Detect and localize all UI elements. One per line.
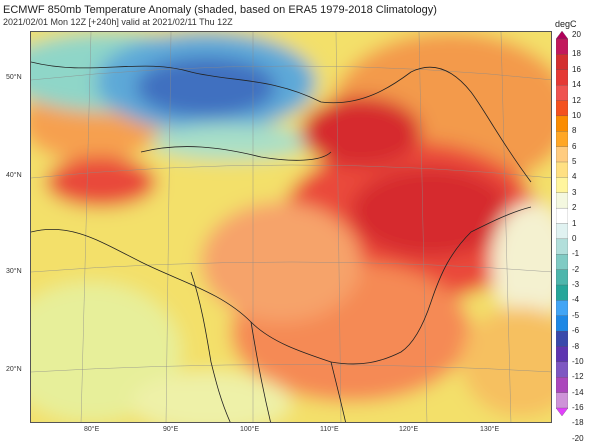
- colorbar-tick-label: -6: [572, 326, 580, 336]
- colorbar-tick-label: -3: [572, 280, 580, 289]
- lat-label-30n: 30°N: [6, 268, 22, 275]
- lon-label-110e: 110°E: [320, 426, 339, 433]
- lon-label-130e: 130°E: [480, 426, 500, 433]
- colorbar-segment: [556, 238, 568, 255]
- lon-label-100e: 100°E: [240, 426, 260, 433]
- colorbar-tick-label: -4: [572, 295, 580, 305]
- colorbar-segment: [556, 346, 568, 363]
- colorbar-segment: [556, 392, 568, 409]
- mongolia-cold-core: [136, 57, 276, 117]
- colorbar-segment: [556, 31, 568, 40]
- colorbar-tick-label: -14: [572, 387, 584, 397]
- lat-label-20n: 20°N: [6, 366, 22, 373]
- colorbar-segment: [556, 100, 568, 117]
- colorbar-tick-label: -12: [572, 372, 584, 382]
- inner-mongolia-hot-core: [301, 97, 421, 167]
- colorbar-segment: [556, 177, 568, 194]
- south-neutral-area: [131, 372, 291, 422]
- colorbar-segment: [556, 131, 568, 148]
- map-subtitle: 2021/02/01 Mon 12Z [+240h] valid at 2021…: [3, 17, 233, 27]
- colorbar-segment: [556, 407, 568, 416]
- colorbar-segment: [556, 84, 568, 102]
- colorbar-tick-label: 18: [572, 49, 581, 59]
- colorbar-segment: [556, 192, 568, 209]
- anomaly-map: [30, 31, 552, 423]
- colorbar-tick-label: 0: [572, 233, 577, 243]
- colorbar-tick-label: 14: [572, 80, 581, 90]
- colorbar-segment: [556, 207, 568, 225]
- lat-label-50n: 50°N: [6, 74, 22, 81]
- colorbar-segment: [556, 223, 568, 240]
- colorbar-segment: [556, 330, 568, 348]
- colorbar-tick-label: 8: [572, 126, 577, 136]
- colorbar-segment: [556, 254, 568, 271]
- ocean-warm-area: [461, 307, 551, 417]
- lat-label-40n: 40°N: [6, 172, 22, 179]
- anomaly-map-svg: [31, 32, 551, 422]
- colorbar-tick-label: -18: [572, 418, 584, 428]
- colorbar-segment: [556, 38, 568, 56]
- colorbar-tick-label: 20: [572, 30, 581, 39]
- colorbar-unit: degC: [555, 19, 577, 29]
- lon-label-120e: 120°E: [399, 426, 419, 433]
- colorbar: [556, 31, 568, 416]
- colorbar-tick-label: 1: [572, 218, 577, 228]
- colorbar-tick-label: -1: [572, 249, 580, 259]
- colorbar-segment: [556, 115, 568, 132]
- colorbar-segment: [556, 361, 568, 378]
- north-china-hot-core: [351, 167, 511, 257]
- colorbar-segment: [556, 300, 568, 317]
- colorbar-segment: [556, 377, 568, 394]
- country-borders: [31, 61, 532, 422]
- colorbar-tick-label: 3: [572, 187, 577, 197]
- colorbar-tick-label: 4: [572, 172, 577, 182]
- colorbar-tick-label: -5: [572, 310, 580, 320]
- colorbar-segment: [556, 269, 568, 286]
- colorbar-segment: [556, 54, 568, 71]
- colorbar-tick-label: 2: [572, 203, 577, 213]
- colorbar-segment: [556, 69, 568, 86]
- colorbar-tick-label: -20: [572, 433, 584, 443]
- colorbar-tick-label: -10: [572, 356, 584, 366]
- colorbar-segment: [556, 161, 568, 179]
- colorbar-segment: [556, 146, 568, 163]
- colorbar-tick-label: -16: [572, 403, 584, 412]
- lon-label-80e: 80°E: [84, 426, 100, 433]
- colorbar-segment: [556, 315, 568, 332]
- graticule: [31, 32, 551, 422]
- colorbar-tick-label: 10: [572, 110, 581, 120]
- colorbar-tick-label: 12: [572, 95, 581, 105]
- cold-edge-band: [151, 124, 311, 160]
- colorbar-tick-label: -2: [572, 264, 580, 274]
- colorbar-tick-label: -8: [572, 341, 580, 351]
- colorbar-tick-label: 5: [572, 157, 577, 166]
- map-title: ECMWF 850mb Temperature Anomaly (shaded,…: [3, 4, 437, 16]
- colorbar-tick-label: 6: [572, 141, 577, 151]
- colorbar-segment: [556, 284, 568, 302]
- tarim-warm-core: [46, 157, 156, 207]
- lon-label-90e: 90°E: [163, 426, 179, 433]
- colorbar-tick-label: 16: [572, 64, 581, 74]
